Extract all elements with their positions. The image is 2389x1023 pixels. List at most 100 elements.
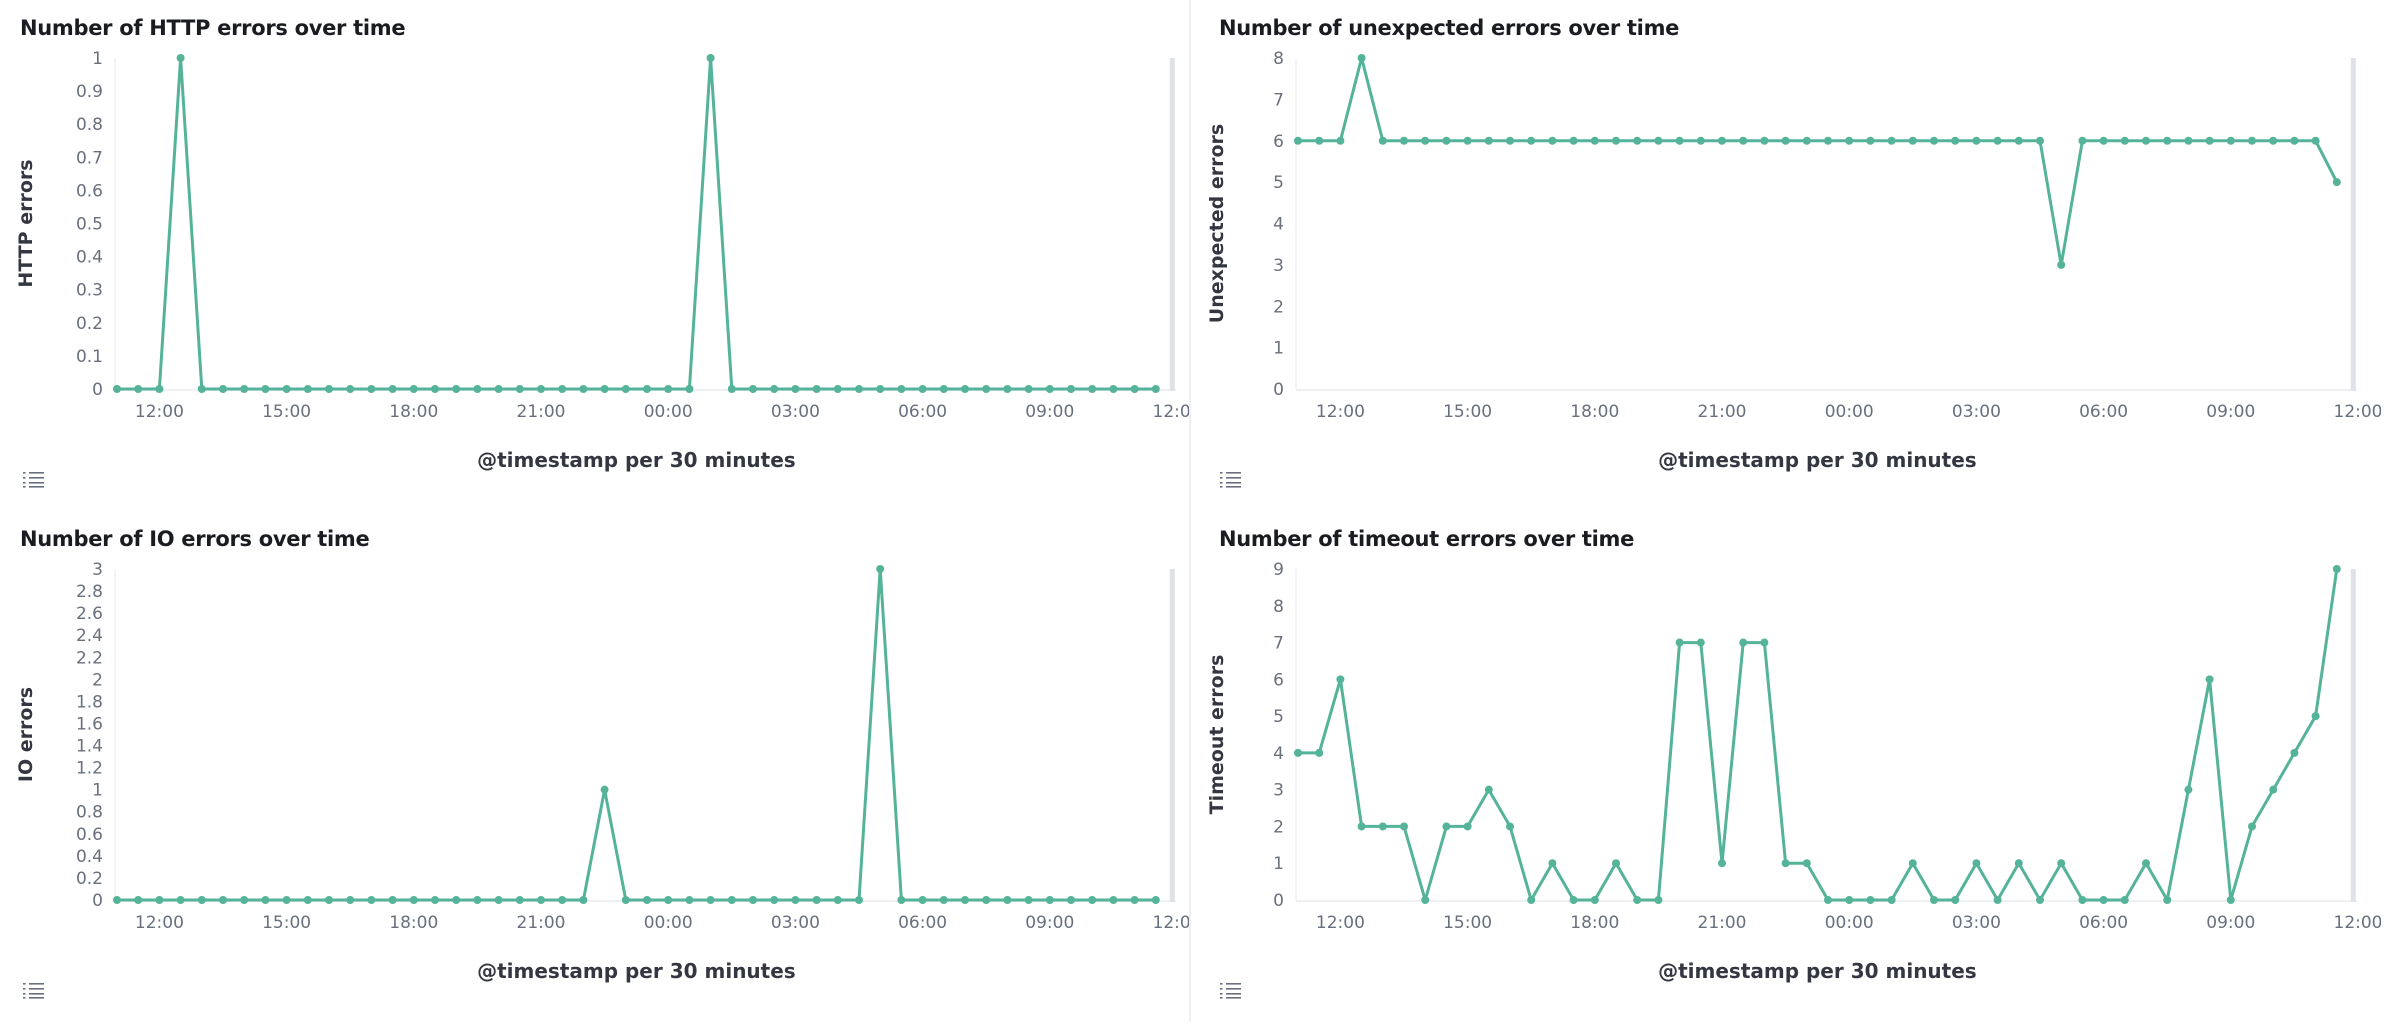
data-point[interactable] <box>176 54 185 62</box>
data-point[interactable] <box>1003 385 1012 393</box>
data-point[interactable] <box>1548 136 1557 145</box>
data-point[interactable] <box>1760 638 1769 647</box>
data-point[interactable] <box>1633 896 1642 904</box>
data-point[interactable] <box>1088 385 1097 393</box>
data-point[interactable] <box>367 385 376 393</box>
data-point[interactable] <box>537 896 545 904</box>
data-point[interactable] <box>1654 896 1663 904</box>
data-point[interactable] <box>2311 712 2320 721</box>
data-point[interactable] <box>982 896 991 904</box>
data-point[interactable] <box>961 385 969 393</box>
data-point[interactable] <box>1802 859 1811 868</box>
data-point[interactable] <box>1024 896 1033 904</box>
chart-scrollbar[interactable] <box>1169 58 1175 391</box>
data-point[interactable] <box>1972 859 1981 868</box>
data-point[interactable] <box>1866 896 1875 904</box>
data-point[interactable] <box>579 896 588 904</box>
data-point[interactable] <box>240 896 249 904</box>
data-point[interactable] <box>1463 822 1472 831</box>
data-point[interactable] <box>219 385 227 393</box>
data-point[interactable] <box>1824 136 1832 145</box>
data-point[interactable] <box>2120 896 2129 904</box>
data-point[interactable] <box>113 385 121 393</box>
data-point[interactable] <box>2142 136 2150 145</box>
data-point[interactable] <box>2248 822 2256 831</box>
data-point[interactable] <box>664 896 673 904</box>
data-point[interactable] <box>1569 896 1578 904</box>
data-point[interactable] <box>2163 136 2172 145</box>
data-point[interactable] <box>1463 136 1472 145</box>
data-point[interactable] <box>1130 896 1139 904</box>
data-point[interactable] <box>1527 136 1536 145</box>
data-point[interactable] <box>134 896 143 904</box>
data-point[interactable] <box>1548 859 1557 868</box>
data-point[interactable] <box>1484 785 1493 794</box>
data-point[interactable] <box>2120 136 2129 145</box>
data-point[interactable] <box>2163 896 2172 904</box>
chart-scrollbar[interactable] <box>1169 569 1175 902</box>
data-point[interactable] <box>2057 260 2066 269</box>
data-point[interactable] <box>1887 136 1896 145</box>
data-point[interactable] <box>282 385 291 393</box>
data-point[interactable] <box>282 896 291 904</box>
data-point[interactable] <box>770 896 779 904</box>
data-point[interactable] <box>2184 136 2193 145</box>
data-point[interactable] <box>1151 385 1160 393</box>
data-point[interactable] <box>1824 896 1832 904</box>
data-point[interactable] <box>1781 859 1790 868</box>
data-point[interactable] <box>346 896 355 904</box>
data-point[interactable] <box>961 896 969 904</box>
data-point[interactable] <box>1739 136 1748 145</box>
data-point[interactable] <box>1130 385 1139 393</box>
data-point[interactable] <box>1506 822 1514 831</box>
data-point[interactable] <box>1400 136 1408 145</box>
data-point[interactable] <box>1151 896 1160 904</box>
data-point[interactable] <box>1442 136 1451 145</box>
legend-toggle-list-icon[interactable] <box>1219 981 1243 999</box>
data-point[interactable] <box>303 896 312 904</box>
data-point[interactable] <box>1908 859 1917 868</box>
data-point[interactable] <box>1378 822 1387 831</box>
legend-toggle-list-icon[interactable] <box>22 470 46 488</box>
data-point[interactable] <box>1442 822 1451 831</box>
data-point[interactable] <box>2205 136 2214 145</box>
data-point[interactable] <box>1951 896 1960 904</box>
data-point[interactable] <box>1718 859 1726 868</box>
data-point[interactable] <box>1908 136 1917 145</box>
data-point[interactable] <box>1612 136 1620 145</box>
data-point[interactable] <box>2099 136 2108 145</box>
data-point[interactable] <box>2226 896 2235 904</box>
data-point[interactable] <box>1866 136 1875 145</box>
data-point[interactable] <box>1845 896 1854 904</box>
data-point[interactable] <box>621 896 630 904</box>
chart-scrollbar[interactable] <box>2350 58 2356 391</box>
data-point[interactable] <box>2205 675 2214 684</box>
data-point[interactable] <box>1315 748 1324 757</box>
data-point[interactable] <box>1109 896 1118 904</box>
data-point[interactable] <box>452 385 461 393</box>
data-point[interactable] <box>918 385 927 393</box>
data-point[interactable] <box>219 896 227 904</box>
data-point[interactable] <box>367 896 376 904</box>
data-point[interactable] <box>876 385 885 393</box>
data-point[interactable] <box>1506 136 1514 145</box>
data-point[interactable] <box>791 896 800 904</box>
data-point[interactable] <box>833 896 842 904</box>
data-point[interactable] <box>176 896 185 904</box>
chart-scrollbar[interactable] <box>2350 569 2356 902</box>
data-point[interactable] <box>685 896 694 904</box>
data-point[interactable] <box>1421 136 1430 145</box>
data-point[interactable] <box>1088 896 1097 904</box>
data-point[interactable] <box>621 385 630 393</box>
data-point[interactable] <box>939 896 948 904</box>
data-point[interactable] <box>812 896 821 904</box>
data-point[interactable] <box>388 385 397 393</box>
data-point[interactable] <box>2036 136 2044 145</box>
data-point[interactable] <box>2036 896 2044 904</box>
data-point[interactable] <box>2248 136 2256 145</box>
data-point[interactable] <box>749 385 757 393</box>
data-point[interactable] <box>1993 136 2002 145</box>
legend-toggle-list-icon[interactable] <box>1219 470 1243 488</box>
data-point[interactable] <box>1400 822 1408 831</box>
data-point[interactable] <box>643 896 651 904</box>
